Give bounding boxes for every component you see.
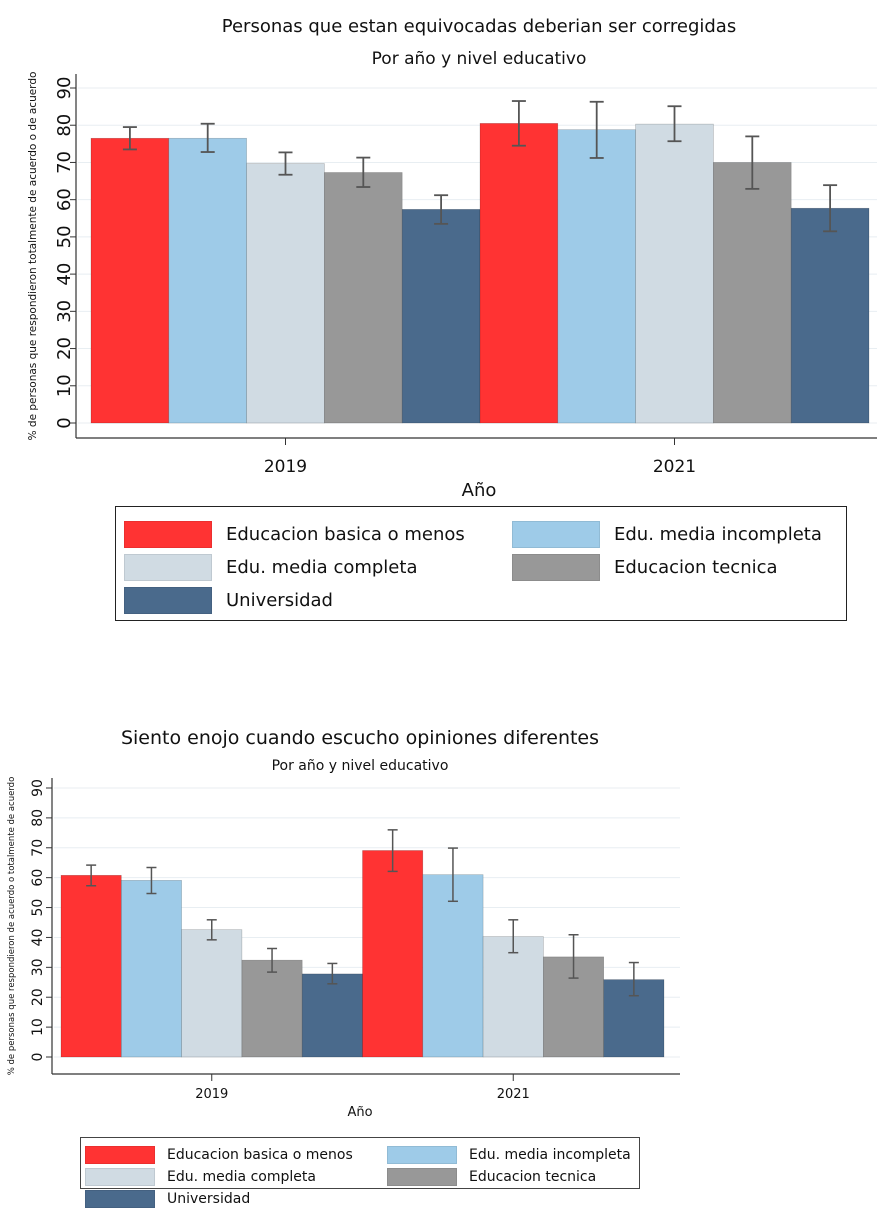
x-tick-label: 2019	[264, 457, 307, 477]
bar-2019-s2	[246, 163, 325, 424]
x-tick-label: 2021	[653, 457, 696, 477]
y-tick-label: 80	[54, 114, 75, 137]
legend-swatch	[512, 554, 600, 581]
chart-2: Siento enojo cuando escucho opiniones di…	[7, 727, 680, 1120]
y-tick-label: 10	[30, 1018, 46, 1036]
legend-label: Edu. media incompleta	[469, 1147, 631, 1163]
chart-subtitle: Por año y nivel educativo	[372, 49, 587, 69]
legend-swatch	[85, 1146, 155, 1164]
legend-label: Edu. media completa	[167, 1169, 316, 1185]
legend-item: Educacion basica o menos	[85, 1146, 353, 1164]
bar-2021-s1	[422, 874, 484, 1058]
y-tick-label: 40	[30, 929, 46, 947]
bar-2019-s3	[241, 959, 303, 1058]
legend-swatch	[85, 1190, 155, 1208]
x-tick-label: 2019	[195, 1087, 228, 1102]
bar-2019-s3	[324, 172, 403, 424]
y-tick-label: 10	[54, 374, 75, 397]
y-tick-label: 90	[30, 779, 46, 797]
y-tick-label: 20	[30, 988, 46, 1006]
bar-2021-s0	[362, 850, 424, 1058]
y-tick-label: 0	[30, 1053, 46, 1062]
y-tick-label: 40	[54, 263, 75, 286]
y-tick-label: 60	[54, 188, 75, 211]
y-tick-label: 70	[54, 151, 75, 174]
chart-subtitle: Por año y nivel educativo	[272, 758, 449, 774]
bar-2019-s4	[401, 209, 481, 424]
y-tick-label: 20	[54, 337, 75, 360]
y-tick-label: 50	[30, 899, 46, 917]
bar-2021-s2	[635, 123, 714, 424]
legend-swatch	[124, 587, 212, 614]
legend-swatch	[124, 554, 212, 581]
bar-2021-s1	[557, 129, 636, 424]
bar-2021-s0	[479, 123, 559, 424]
y-tick-label: 90	[54, 77, 75, 100]
legend-item: Edu. media incompleta	[512, 521, 822, 548]
legend-swatch	[512, 521, 600, 548]
bar-2021-s3	[713, 162, 792, 424]
y-tick-label: 30	[30, 958, 46, 976]
bar-2021-s2	[482, 936, 544, 1058]
legend-item: Edu. media completa	[124, 554, 417, 581]
legend-item: Educacion tecnica	[512, 554, 778, 581]
bar-2021-s4	[790, 207, 870, 424]
y-tick-label: 80	[30, 809, 46, 827]
legend-label: Educacion tecnica	[614, 557, 778, 578]
y-tick-label: 0	[54, 417, 75, 428]
legend-label: Universidad	[226, 590, 333, 611]
legend-item: Edu. media completa	[85, 1168, 316, 1186]
legend-swatch	[387, 1146, 457, 1164]
y-tick-label: 30	[54, 300, 75, 323]
y-axis-label: % de personas que respondieron de acuerd…	[7, 777, 17, 1076]
legend-label: Educacion basica o menos	[226, 524, 465, 545]
y-tick-label: 50	[54, 225, 75, 248]
x-axis-label: Año	[347, 1105, 372, 1120]
legend-label: Edu. media incompleta	[614, 524, 822, 545]
chart-title: Siento enojo cuando escucho opiniones di…	[121, 727, 599, 749]
chart-2-legend: Educacion basica o menos Edu. media incom…	[80, 1137, 640, 1208]
legend-swatch	[387, 1168, 457, 1186]
legend-item: Educacion basica o menos	[124, 521, 465, 548]
bar-2019-s0	[60, 874, 122, 1058]
y-tick-label: 60	[30, 869, 46, 887]
legend-item: Edu. media incompleta	[387, 1146, 631, 1164]
bar-2019-s1	[121, 880, 182, 1058]
legend-item: Universidad	[124, 587, 333, 614]
legend-label: Universidad	[167, 1191, 251, 1207]
legend-swatch	[124, 521, 212, 548]
y-axis-label: % de personas que respondieron totalment…	[27, 72, 39, 441]
bar-2019-s1	[168, 137, 247, 424]
chart-title: Personas que estan equivocadas deberian …	[222, 16, 736, 37]
y-tick-label: 70	[30, 839, 46, 857]
legend-item: Educacion tecnica	[387, 1168, 596, 1186]
chart-1-legend: Educacion basica o menos Edu. media incom…	[115, 506, 847, 621]
legend-label: Edu. media completa	[226, 557, 418, 578]
bar-2019-s0	[90, 137, 170, 424]
legend-item: Universidad	[85, 1190, 250, 1208]
legend-label: Educacion tecnica	[469, 1169, 597, 1185]
legend-label: Educacion basica o menos	[167, 1147, 353, 1163]
chart-1: Personas que estan equivocadas deberian …	[27, 16, 877, 501]
bar-2019-s4	[301, 973, 363, 1058]
x-axis-label: Año	[462, 480, 497, 501]
x-tick-label: 2021	[497, 1087, 530, 1102]
bar-2019-s2	[181, 929, 243, 1058]
legend-swatch	[85, 1168, 155, 1186]
